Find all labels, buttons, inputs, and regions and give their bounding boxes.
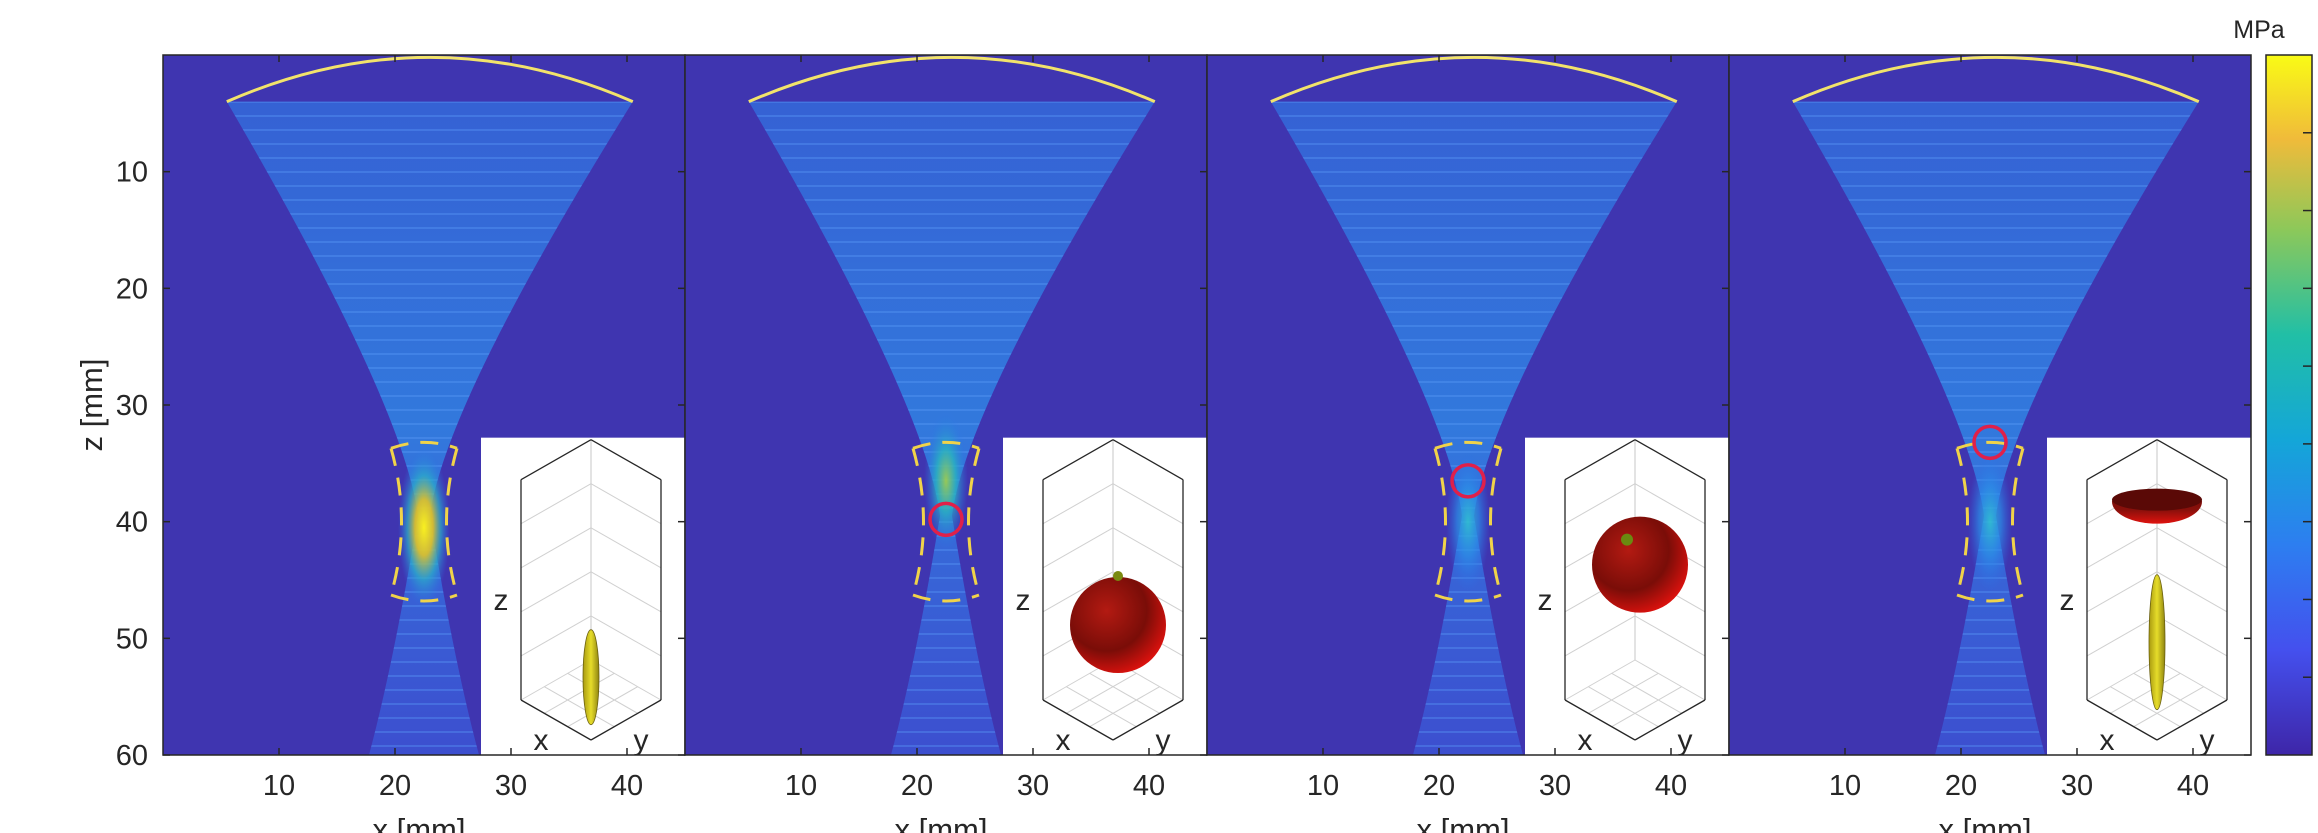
inset-sphere-tip xyxy=(1621,533,1633,546)
x-tick-label: 30 xyxy=(1539,770,1571,802)
z-tick-label: 20 xyxy=(116,273,148,305)
z-tick-label: 10 xyxy=(116,157,148,189)
panel-a: z x y 10 20 30 40 x [mm] xyxy=(162,54,686,833)
x-tick-label: 30 xyxy=(1017,770,1049,802)
inset-x-label: x xyxy=(1056,724,1071,757)
focal-region-right xyxy=(1489,447,1503,596)
inset-z-label: z xyxy=(1538,584,1553,617)
x-tick-label: 10 xyxy=(1307,770,1339,802)
beam-fringes xyxy=(1270,101,1677,755)
panel-c: z x y 10 20 30 40 x [mm] xyxy=(1206,54,1730,833)
focal-region-bottom xyxy=(912,593,980,603)
x-tick-label: 10 xyxy=(263,770,295,802)
x-tick-label: 10 xyxy=(1829,770,1861,802)
x-axis-label: x [mm] xyxy=(895,812,988,833)
inset-3d-plot: z x y xyxy=(2047,437,2251,757)
inset-red-sphere xyxy=(1592,516,1688,613)
x-tick-label: 20 xyxy=(1945,770,1977,802)
transducer-arc xyxy=(226,55,634,104)
focal-region-left xyxy=(1955,447,1969,596)
inset-3d-plot: z x y xyxy=(1003,437,1207,757)
inset-x-label: x xyxy=(534,724,549,757)
transducer-arc xyxy=(1792,55,2200,104)
focal-region-bottom xyxy=(1434,593,1502,603)
x-tick-label: 10 xyxy=(785,770,817,802)
inset-y-label: y xyxy=(1156,724,1171,757)
inset-y-label: y xyxy=(634,724,649,757)
inset-yellow-spindle xyxy=(2148,574,2166,711)
z-tick-label: 40 xyxy=(116,507,148,539)
x-tick-label: 40 xyxy=(1655,770,1687,802)
focal-region-left xyxy=(1433,447,1447,596)
x-tick-label: 40 xyxy=(2177,770,2209,802)
x-tick-label: 30 xyxy=(495,770,527,802)
focal-region-left xyxy=(389,447,403,596)
focal-region-right xyxy=(445,447,459,596)
z-tick-label: 60 xyxy=(116,740,148,772)
focal-region-top xyxy=(1956,440,2024,450)
focal-hotspot xyxy=(1968,451,2012,592)
focal-region-left xyxy=(911,447,925,596)
inset-dome-cap xyxy=(2112,488,2202,511)
inset-x-label: x xyxy=(2100,724,2115,757)
focal-region-bottom xyxy=(1956,593,2024,603)
colorbar xyxy=(2265,54,2313,756)
inset-yellow-spindle xyxy=(582,629,600,726)
transducer-arc xyxy=(1270,55,1678,104)
inset-y-label: y xyxy=(2200,724,2215,757)
inset-3d-plot: z x y xyxy=(1525,437,1729,757)
x-tick-label: 30 xyxy=(2061,770,2093,802)
focal-hotspot xyxy=(1446,451,1490,592)
x-tick-label: 20 xyxy=(379,770,411,802)
inset-x-label: x xyxy=(1578,724,1593,757)
z-tick-label: 30 xyxy=(116,390,148,422)
x-tick-label: 40 xyxy=(1133,770,1165,802)
transducer-arc xyxy=(748,55,1156,104)
bubble-marker xyxy=(1450,463,1486,499)
bubble-marker xyxy=(1972,424,2008,461)
beam-fringes xyxy=(226,101,633,755)
focal-region-right xyxy=(2011,447,2025,596)
x-tick-label: 40 xyxy=(611,770,643,802)
focal-region-top xyxy=(1434,440,1502,450)
bubble-marker xyxy=(928,501,964,538)
panel-b: z x y 10 20 30 40 x [mm] xyxy=(684,54,1208,833)
panel-d: z x y 10 20 30 40 x [mm] xyxy=(1728,54,2252,833)
z-tick-label: 50 xyxy=(116,623,148,655)
x-axis-label: x [mm] xyxy=(1417,812,1510,833)
inset-3d-plot: z x y xyxy=(481,437,685,757)
z-axis-label: z [mm] xyxy=(74,359,109,452)
inset-z-label: z xyxy=(494,584,509,617)
x-tick-label: 20 xyxy=(1423,770,1455,802)
focal-hotspot xyxy=(924,410,968,551)
colorbar-unit-label: MPa xyxy=(2233,16,2285,44)
inset-red-sphere xyxy=(1070,577,1166,673)
inset-z-label: z xyxy=(2060,584,2075,617)
focal-region-bottom xyxy=(390,593,458,603)
inset-sphere-tip xyxy=(1113,571,1123,581)
x-axis-label: x [mm] xyxy=(1939,812,2032,833)
inset-y-label: y xyxy=(1678,724,1693,757)
focal-region-top xyxy=(390,440,458,450)
x-axis-label: x [mm] xyxy=(373,812,466,833)
focal-region-right xyxy=(967,447,981,596)
x-tick-label: 20 xyxy=(901,770,933,802)
focal-hotspot xyxy=(398,447,450,608)
focal-region-top xyxy=(912,440,980,450)
inset-z-label: z xyxy=(1016,584,1031,617)
